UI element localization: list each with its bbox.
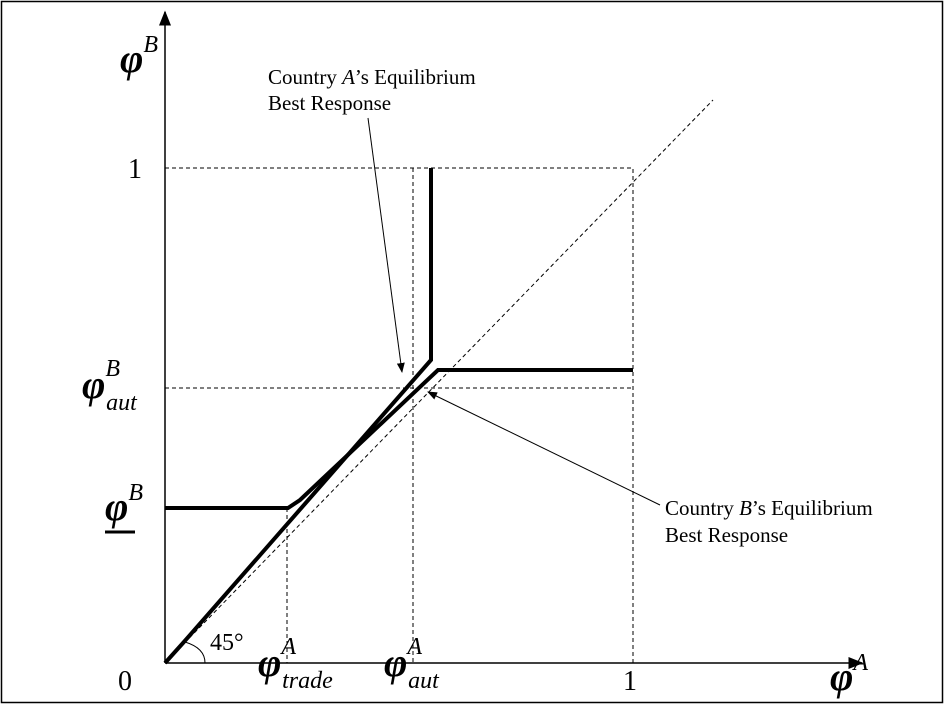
y-mark: φB aut: [82, 356, 138, 416]
x-mark: φA aut: [384, 634, 440, 694]
guides: [164, 99, 714, 664]
a-best-response: [163, 168, 433, 665]
x-axis-label: φA: [830, 650, 868, 699]
angle-label: 45°: [210, 630, 244, 656]
b-best-response: [165, 368, 633, 510]
annotation: Best Response: [268, 91, 391, 115]
y-axis-label: φB: [120, 32, 158, 81]
annotation: Country B’s Equilibrium: [665, 496, 873, 520]
x-mark: φA trade: [258, 634, 333, 694]
angle-arc: [184, 641, 206, 664]
x-one-label: 1: [623, 666, 637, 697]
annotation: Best Response: [665, 523, 788, 547]
annotation: Country A’s Equilibrium: [268, 65, 476, 89]
arrow: [367, 117, 405, 373]
arrow: [427, 391, 661, 506]
y-mark: φB: [105, 480, 143, 529]
origin-label: 0: [118, 666, 132, 697]
y-one-label: 1: [128, 154, 142, 185]
